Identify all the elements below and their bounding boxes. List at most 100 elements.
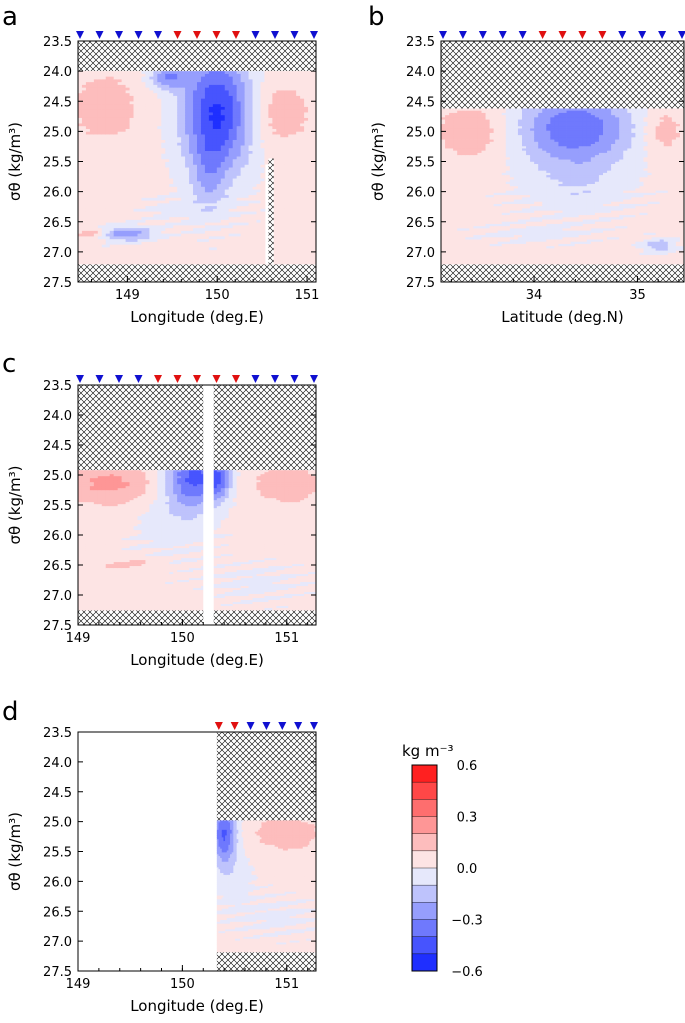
y-tick-label: 26.5 xyxy=(43,216,72,231)
field-cell xyxy=(185,137,190,141)
field-cell xyxy=(105,109,111,113)
field-cell xyxy=(109,145,115,149)
field-cell xyxy=(113,82,119,86)
field-cell xyxy=(137,252,142,257)
field-cell xyxy=(85,145,91,149)
field-cell xyxy=(236,95,242,100)
field-cell xyxy=(129,211,134,215)
field-cell xyxy=(220,90,226,94)
field-cell xyxy=(85,137,91,141)
field-cell xyxy=(149,208,154,212)
field-cell xyxy=(445,121,450,125)
field-cell xyxy=(457,139,462,143)
field-cell xyxy=(101,244,107,248)
field-cell xyxy=(125,131,130,135)
field-cell xyxy=(304,93,309,97)
missing-bottom-hatch xyxy=(78,263,316,282)
field-cell xyxy=(300,82,305,86)
field-cell xyxy=(101,178,107,182)
field-cell xyxy=(276,175,281,179)
field-cell xyxy=(93,134,99,138)
field-cell xyxy=(89,189,95,193)
field-cell xyxy=(165,123,170,127)
field-cell xyxy=(105,167,111,171)
field-cell xyxy=(268,90,273,94)
field-cell xyxy=(465,128,470,132)
field-cell xyxy=(457,192,462,196)
field-cell xyxy=(220,247,226,251)
field-cell xyxy=(185,148,190,152)
field-cell xyxy=(288,104,293,108)
field-cell xyxy=(312,153,317,157)
field-cell xyxy=(256,137,261,141)
field-cell xyxy=(453,246,458,249)
field-cell xyxy=(113,236,119,240)
field-cell xyxy=(473,221,478,225)
field-cell xyxy=(78,123,83,127)
field-cell xyxy=(165,131,170,135)
field-cell xyxy=(252,90,257,94)
field-cell xyxy=(109,214,115,218)
field-cell xyxy=(185,252,190,257)
field-cell xyxy=(244,87,249,91)
field-cell xyxy=(264,82,269,86)
field-cell xyxy=(260,244,265,248)
field-cell xyxy=(141,123,146,127)
field-cell xyxy=(469,148,474,152)
field-cell xyxy=(288,148,293,152)
field-cell xyxy=(280,255,285,259)
field-cell xyxy=(117,106,123,111)
field-cell xyxy=(284,184,289,188)
field-cell xyxy=(280,120,285,124)
field-cell xyxy=(165,95,170,100)
field-cell xyxy=(216,109,222,113)
field-cell xyxy=(149,233,154,237)
field-cell xyxy=(145,178,150,182)
field-cell xyxy=(469,141,474,145)
field-cell xyxy=(268,139,273,144)
field-cell xyxy=(93,219,99,224)
field-cell xyxy=(78,206,83,210)
field-cell xyxy=(312,255,317,259)
field-cell xyxy=(149,258,154,262)
field-cell xyxy=(169,131,174,135)
field-cell xyxy=(228,101,234,105)
field-cell xyxy=(149,195,154,199)
field-cell xyxy=(125,137,130,141)
field-cell xyxy=(121,228,126,232)
field-cell xyxy=(153,139,158,144)
field-cell xyxy=(109,239,115,243)
field-cell xyxy=(157,131,162,135)
field-cell xyxy=(93,170,99,174)
field-cell xyxy=(133,203,138,207)
field-cell xyxy=(169,239,174,243)
field-cell xyxy=(97,87,103,91)
field-cell xyxy=(149,151,154,155)
field-cell xyxy=(161,244,166,248)
field-cell xyxy=(141,244,146,248)
field-cell xyxy=(256,189,261,193)
field-cell xyxy=(193,186,198,190)
field-cell xyxy=(312,261,317,265)
field-cell xyxy=(133,250,138,254)
field-cell xyxy=(81,98,87,102)
field-cell xyxy=(252,106,257,111)
field-cell xyxy=(216,239,222,243)
field-cell xyxy=(300,178,305,182)
field-cell xyxy=(284,104,289,108)
field-cell xyxy=(78,159,83,163)
field-cell xyxy=(197,117,202,122)
field-cell xyxy=(101,252,107,257)
field-cell xyxy=(445,112,450,116)
field-cell xyxy=(232,126,238,130)
field-cell xyxy=(181,214,186,218)
field-cell xyxy=(465,172,470,176)
field-cell xyxy=(85,222,91,226)
field-cell xyxy=(469,210,474,214)
field-cell xyxy=(169,200,174,204)
field-cell xyxy=(113,225,119,229)
field-cell xyxy=(169,104,174,108)
field-cell xyxy=(220,164,226,168)
field-cell xyxy=(449,219,454,223)
field-cell xyxy=(129,137,134,141)
